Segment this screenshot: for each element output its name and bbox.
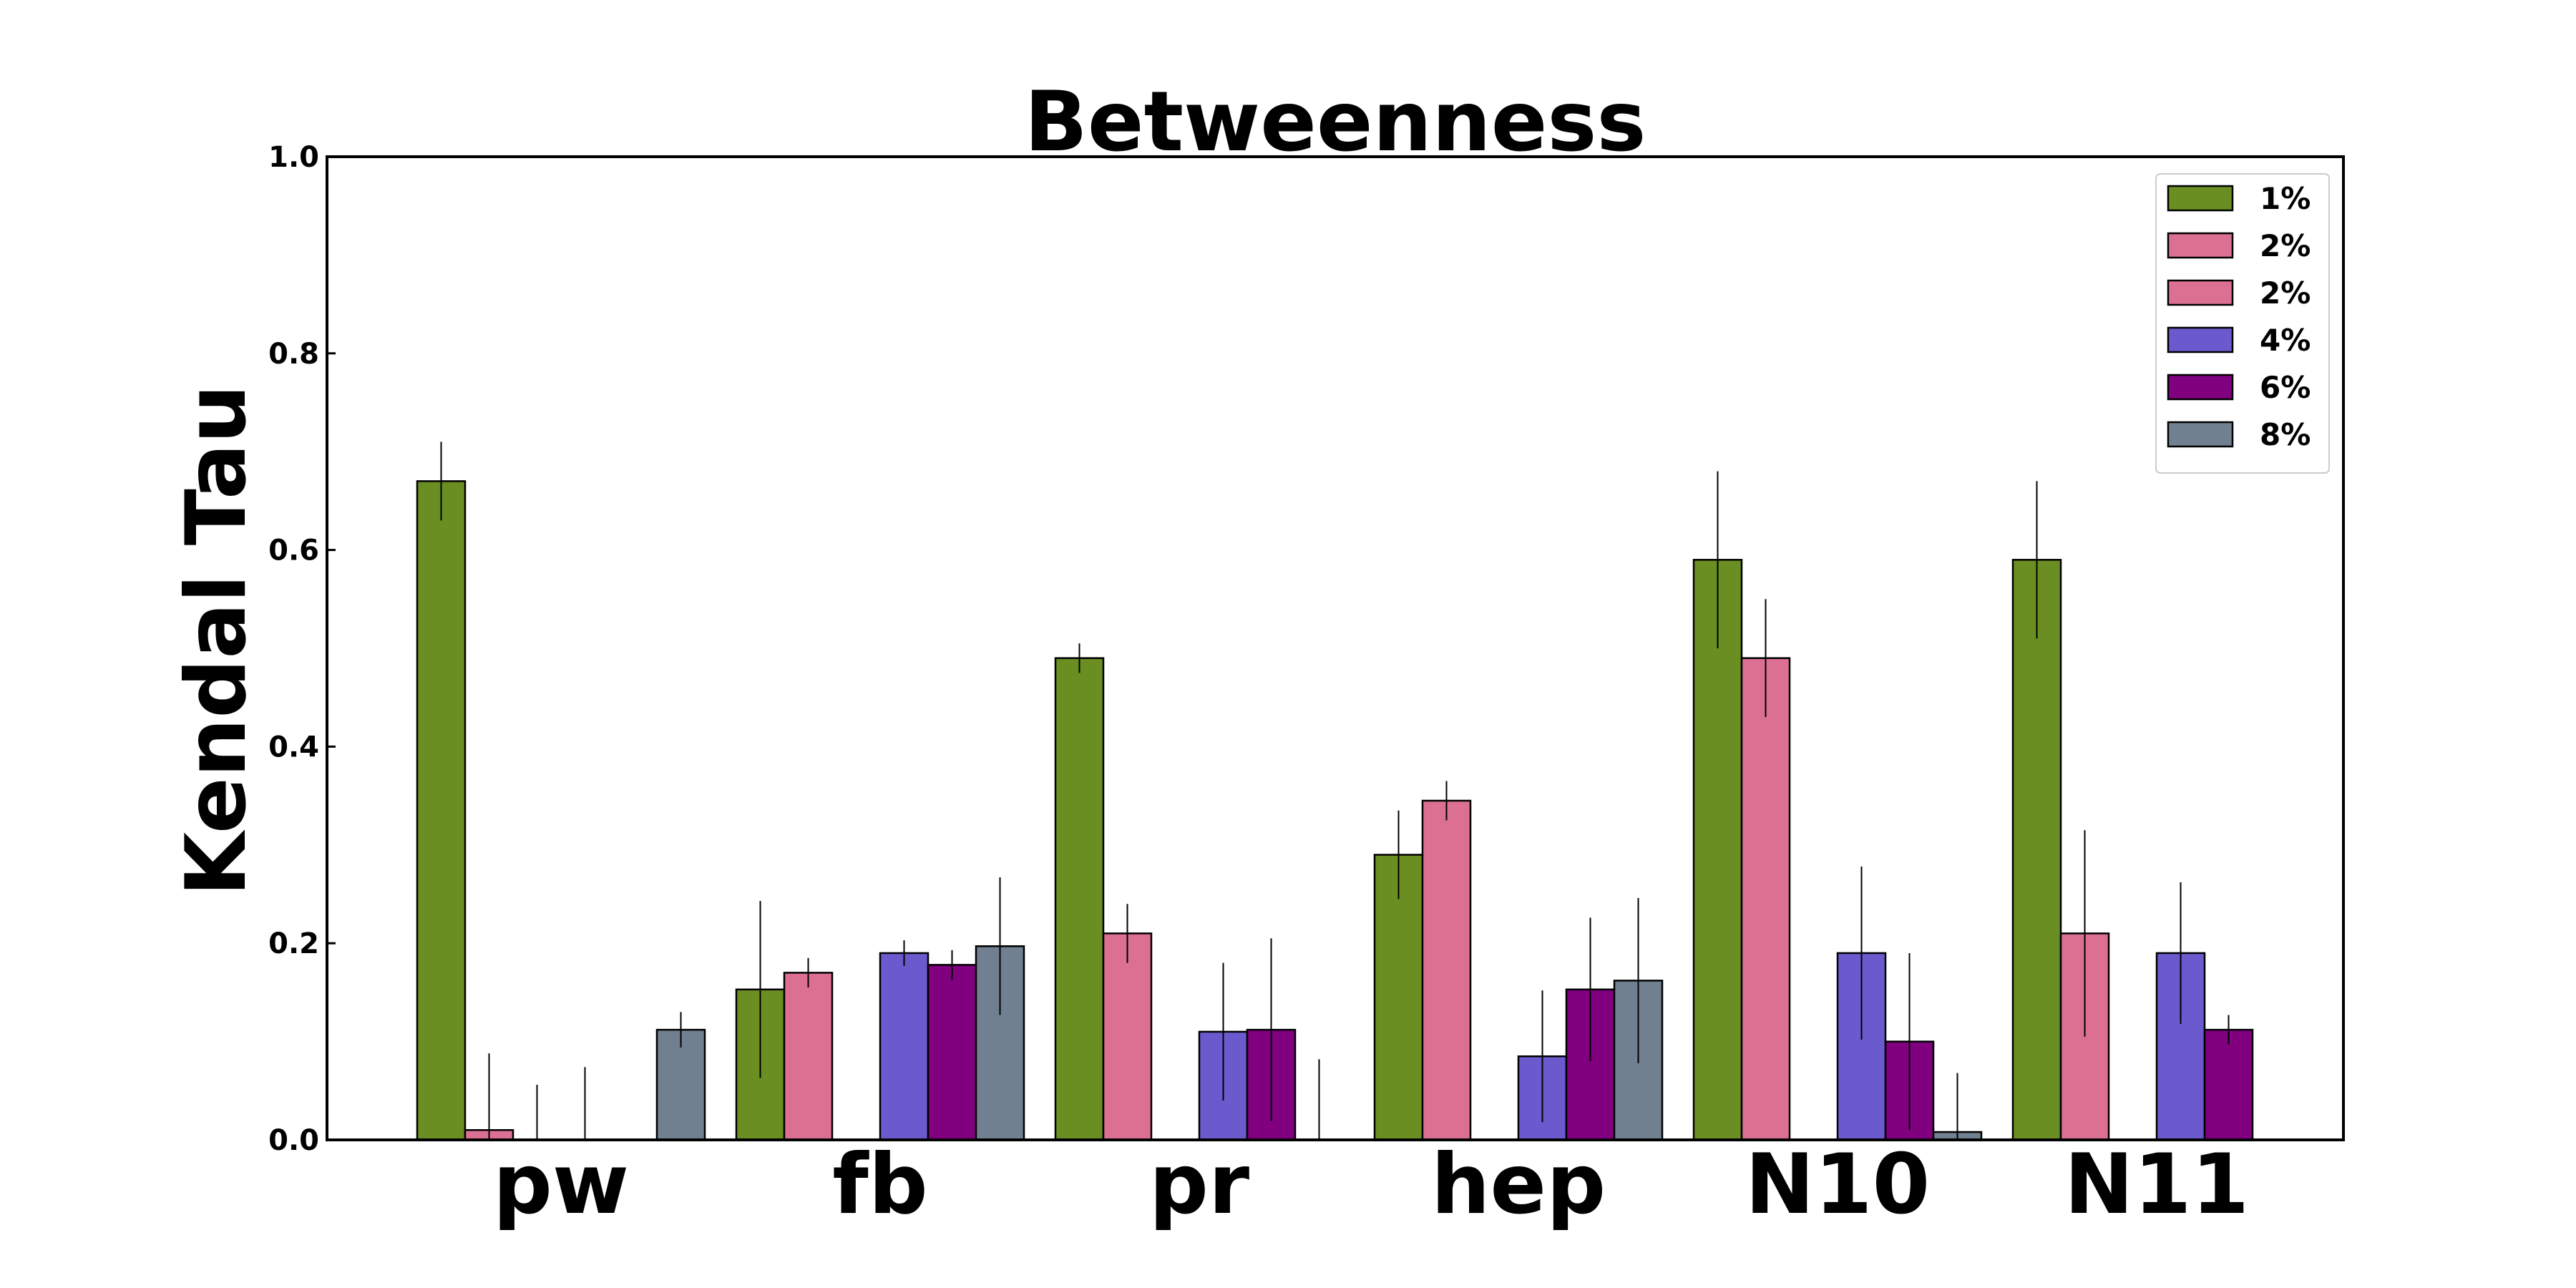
legend-swatch-4 [2167,326,2234,353]
legend-swatch-6 [2167,421,2234,448]
y-axis-ticks: 0.0 0.2 0.4 0.6 0.8 1.0 [268,141,336,1157]
y-tick-label-3: 0.6 [268,535,319,567]
legend-swatch-1 [2167,185,2234,212]
bar-fb-4 [879,952,930,1141]
y-tick-label-4: 0.8 [268,338,319,371]
legend-label-4: 4% [2260,323,2311,358]
x-tick-label-pr: pr [1149,1136,1249,1233]
legend-label-3: 2% [2260,275,2311,311]
bar-pr-2 [1102,932,1153,1141]
legend-swatch-5 [2167,374,2234,401]
bars-layer [416,480,2254,1141]
y-axis-label: Kendal Tau [168,384,265,897]
legend-label-1: 1% [2260,181,2311,216]
error-bars-layer [440,441,2230,1140]
plot-frame [326,155,2345,1141]
bar-pw-1 [416,480,467,1141]
y-tick-label-1: 0.2 [268,927,319,960]
legend-label-6: 8% [2260,417,2311,452]
x-axis-ticks: pw fb pr hep N10 N11 [493,1136,2249,1233]
bar-fb-2 [783,972,834,1141]
legend-swatch-2 [2167,232,2234,259]
x-tick-label-N11: N11 [2064,1136,2250,1233]
x-tick-label-fb: fb [832,1136,928,1233]
x-tick-label-hep: hep [1431,1136,1606,1233]
bar-pr-1 [1054,657,1105,1141]
chart-title: Betweenness [1025,74,1646,170]
bar-fb-5 [927,964,977,1141]
y-tick-label-0: 0.0 [268,1124,319,1157]
x-tick-label-N10: N10 [1745,1136,1931,1233]
legend-swatch-3 [2167,279,2234,306]
y-tick-label-2: 0.4 [268,731,319,763]
x-tick-label-pw: pw [493,1136,629,1233]
bar-N11-5 [2203,1028,2254,1141]
bar-hep-1 [1373,854,1424,1141]
bar-N10-1 [1692,559,1743,1141]
bar-N11-1 [2011,559,2062,1141]
legend-label-2: 2% [2260,228,2311,263]
bar-N10-2 [1740,657,1791,1141]
bar-hep-2 [1421,799,1472,1141]
legend: 1% 2% 2% 4% 6% 8% [2155,173,2330,474]
legend-label-5: 6% [2260,370,2311,405]
y-tick-label-5: 1.0 [268,141,319,174]
